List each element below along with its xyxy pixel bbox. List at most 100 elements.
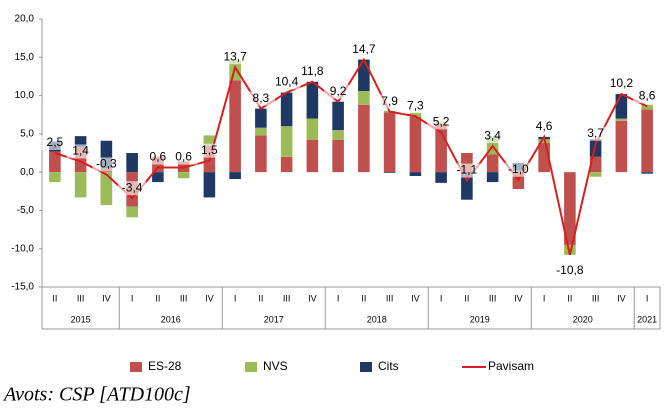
year-label: 2021 xyxy=(637,314,657,324)
data-label-bg xyxy=(581,126,610,141)
x-tick-label: II xyxy=(361,293,366,303)
x-tick-label: I xyxy=(543,293,546,303)
bar-segment xyxy=(177,172,190,179)
data-label: 2,5 xyxy=(47,135,64,149)
bar-segment xyxy=(255,127,267,136)
x-tick-label: IV xyxy=(617,293,626,303)
data-label: 7,3 xyxy=(407,98,424,112)
data-label-bg xyxy=(66,144,95,159)
data-label: 3,7 xyxy=(587,126,604,140)
x-tick-label: I xyxy=(440,293,443,303)
x-tick-label: I xyxy=(131,293,134,303)
data-label-bg xyxy=(401,99,430,114)
data-label: 1,4 xyxy=(72,144,89,158)
year-label: 2017 xyxy=(264,314,284,324)
bar-segment xyxy=(615,120,628,173)
year-label: 2019 xyxy=(470,314,490,324)
bar-segment xyxy=(538,143,550,173)
bar-segment xyxy=(358,90,370,105)
data-label-bg xyxy=(375,94,404,109)
data-label: -0,3 xyxy=(96,157,117,171)
year-label: 2015 xyxy=(71,314,91,324)
x-tick-label: III xyxy=(180,293,188,303)
bar-segment xyxy=(74,146,87,173)
bar-segment xyxy=(564,244,576,255)
bar-segment xyxy=(641,109,653,173)
legend-swatch xyxy=(360,362,372,372)
bar-segment xyxy=(435,172,447,183)
legend-swatch xyxy=(130,362,142,372)
bar-segment xyxy=(229,80,241,173)
data-label: 0,6 xyxy=(150,150,167,164)
year-label: 2020 xyxy=(573,314,593,324)
data-label-bg xyxy=(478,129,507,144)
bar-segment xyxy=(409,172,422,176)
data-label: 8,6 xyxy=(639,88,656,102)
x-tick-label: IV xyxy=(411,293,420,303)
data-label-bg xyxy=(40,136,69,150)
x-tick-label: I xyxy=(234,293,237,303)
bar-segment xyxy=(409,112,422,118)
data-label-bg xyxy=(324,84,353,99)
data-label-bg xyxy=(555,263,584,278)
data-label: 11,8 xyxy=(301,64,324,78)
bar-segment xyxy=(203,135,216,146)
x-tick-label: III xyxy=(592,293,600,303)
data-label: -1,1 xyxy=(457,163,478,177)
data-label-bg xyxy=(272,75,301,90)
legend-label: NVS xyxy=(263,359,288,373)
bar-segment xyxy=(126,153,138,173)
data-label: 4,6 xyxy=(536,119,553,133)
x-tick-label: III xyxy=(489,293,497,303)
y-tick-label: 10,0 xyxy=(15,90,35,101)
bar-segment xyxy=(255,108,267,128)
bar-segment xyxy=(564,172,576,245)
bar-segment xyxy=(100,172,113,206)
x-tick-label: III xyxy=(283,293,291,303)
data-label: 14,7 xyxy=(352,42,376,56)
x-tick-label: I xyxy=(337,293,340,303)
bar-segment xyxy=(486,172,499,183)
bar-segment xyxy=(641,104,653,110)
y-tick-label: -5,0 xyxy=(17,205,35,216)
data-label: -10,8 xyxy=(556,263,584,277)
data-label-bg xyxy=(452,163,481,178)
y-tick-label: 0,0 xyxy=(20,167,34,178)
x-tick-label: II xyxy=(52,293,57,303)
bar-segment xyxy=(358,104,370,173)
bar-segment xyxy=(615,118,628,121)
bar-segment xyxy=(589,172,602,177)
bar-segment xyxy=(49,151,61,173)
bar-segment xyxy=(332,101,344,131)
bar-segment xyxy=(641,172,653,174)
data-label-bg xyxy=(504,162,533,177)
bar-segment xyxy=(255,135,267,173)
caption: Avots: CSP [ATD100c] xyxy=(2,384,191,406)
bar-segment xyxy=(306,139,319,173)
bar-segment xyxy=(332,130,344,140)
data-label-bg xyxy=(530,119,559,134)
data-label-bg xyxy=(221,50,250,65)
line xyxy=(54,57,648,256)
data-label-bg xyxy=(246,91,275,106)
legend-label: Pavisam xyxy=(488,359,534,373)
legend-label: ES-28 xyxy=(148,359,182,373)
data-label-bg xyxy=(298,64,327,79)
bar-segment xyxy=(383,172,396,173)
data-label: 10,2 xyxy=(610,76,634,90)
x-tick-label: II xyxy=(567,293,572,303)
data-label: 7,9 xyxy=(381,94,398,108)
bar-segment xyxy=(74,172,87,198)
bar-segment xyxy=(100,140,113,169)
bar-segment xyxy=(280,126,293,157)
data-label-bg xyxy=(349,42,378,57)
x-tick-label: IV xyxy=(102,293,111,303)
x-tick-label: IV xyxy=(514,293,523,303)
bar-segment xyxy=(229,172,241,180)
data-label: 3,4 xyxy=(484,128,501,142)
x-tick-label: IV xyxy=(205,293,214,303)
bar-segment xyxy=(358,59,370,91)
x-tick-label: II xyxy=(155,293,160,303)
